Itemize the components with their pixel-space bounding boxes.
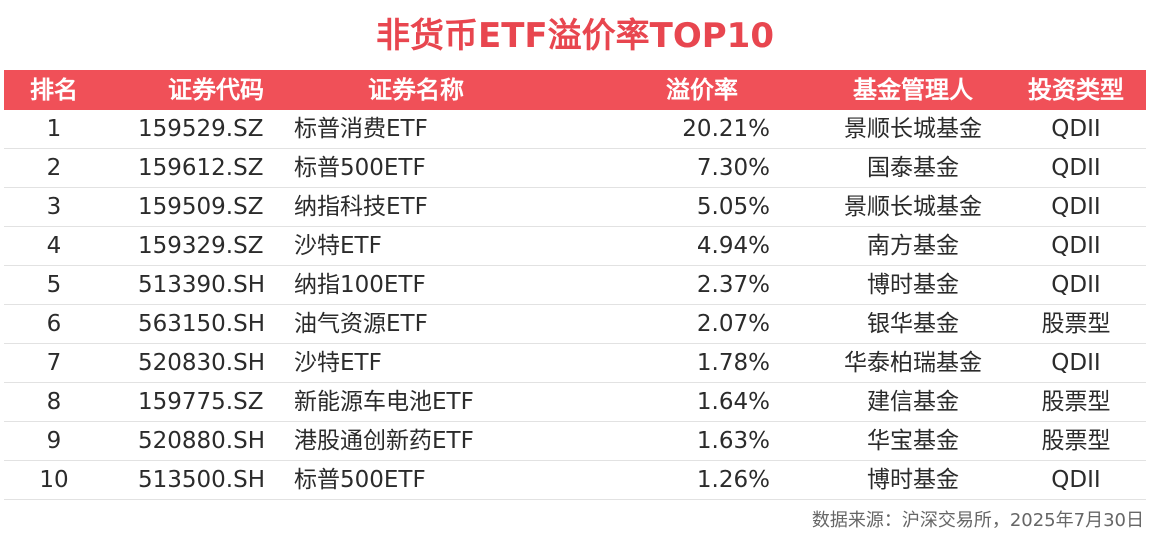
table-header-row: 排名 证券代码 证券名称 溢价率 基金管理人 投资类型 [4,70,1146,110]
cell-type: QDII [1006,148,1146,188]
cell-type: 股票型 [1006,421,1146,461]
cell-name: 标普消费ETF [276,110,594,149]
cell-code: 159529.SZ [104,110,276,149]
cell-code: 520830.SH [104,343,276,383]
table-row: 10 513500.SH 标普500ETF 1.26% 博时基金 QDII [4,460,1146,500]
cell-manager: 博时基金 [820,265,1006,305]
header-premium: 溢价率 [594,70,820,110]
cell-rank: 4 [4,226,104,266]
cell-name: 港股通创新药ETF [276,421,594,461]
header-code: 证券代码 [104,70,276,110]
cell-rank: 9 [4,421,104,461]
cell-manager: 南方基金 [820,226,1006,266]
cell-name: 新能源车电池ETF [276,382,594,422]
cell-manager: 景顺长城基金 [820,187,1006,227]
cell-code: 563150.SH [104,304,276,344]
header-rank: 排名 [4,70,104,110]
cell-manager: 博时基金 [820,460,1006,500]
page-title: 非货币ETF溢价率TOP10 [376,16,774,56]
cell-premium: 1.63% [594,421,820,461]
cell-rank: 2 [4,148,104,188]
table-row: 7 520830.SH 沙特ETF 1.78% 华泰柏瑞基金 QDII [4,343,1146,383]
cell-name: 标普500ETF [276,460,594,500]
table-row: 1 159529.SZ 标普消费ETF 20.21% 景顺长城基金 QDII [4,110,1146,149]
table-row: 6 563150.SH 油气资源ETF 2.07% 银华基金 股票型 [4,304,1146,344]
premium-table: 排名 证券代码 证券名称 溢价率 基金管理人 投资类型 1 159529.SZ … [4,70,1146,500]
cell-code: 520880.SH [104,421,276,461]
cell-code: 159612.SZ [104,148,276,188]
cell-premium: 1.26% [594,460,820,500]
cell-code: 159775.SZ [104,382,276,422]
cell-type: QDII [1006,187,1146,227]
cell-rank: 7 [4,343,104,383]
table-row: 3 159509.SZ 纳指科技ETF 5.05% 景顺长城基金 QDII [4,187,1146,227]
header-type: 投资类型 [1006,70,1146,110]
cell-premium: 1.78% [594,343,820,383]
cell-name: 沙特ETF [276,343,594,383]
cell-code: 159329.SZ [104,226,276,266]
cell-type: QDII [1006,226,1146,266]
cell-type: 股票型 [1006,304,1146,344]
cell-rank: 6 [4,304,104,344]
cell-type: 股票型 [1006,382,1146,422]
cell-premium: 5.05% [594,187,820,227]
cell-premium: 20.21% [594,110,820,149]
table-row: 4 159329.SZ 沙特ETF 4.94% 南方基金 QDII [4,226,1146,266]
cell-rank: 8 [4,382,104,422]
cell-type: QDII [1006,110,1146,149]
cell-premium: 7.30% [594,148,820,188]
table-row: 2 159612.SZ 标普500ETF 7.30% 国泰基金 QDII [4,148,1146,188]
cell-name: 沙特ETF [276,226,594,266]
cell-rank: 3 [4,187,104,227]
table-row: 5 513390.SH 纳指100ETF 2.37% 博时基金 QDII [4,265,1146,305]
cell-manager: 华泰柏瑞基金 [820,343,1006,383]
cell-rank: 1 [4,110,104,149]
cell-manager: 国泰基金 [820,148,1006,188]
cell-type: QDII [1006,265,1146,305]
data-source-note: 数据来源：沪深交易所，2025年7月30日 [811,510,1144,531]
cell-type: QDII [1006,343,1146,383]
header-manager: 基金管理人 [820,70,1006,110]
cell-premium: 4.94% [594,226,820,266]
cell-name: 油气资源ETF [276,304,594,344]
cell-manager: 银华基金 [820,304,1006,344]
cell-name: 纳指100ETF [276,265,594,305]
cell-premium: 2.37% [594,265,820,305]
cell-code: 513500.SH [104,460,276,500]
header-name: 证券名称 [276,70,594,110]
cell-manager: 建信基金 [820,382,1006,422]
cell-premium: 2.07% [594,304,820,344]
table-row: 9 520880.SH 港股通创新药ETF 1.63% 华宝基金 股票型 [4,421,1146,461]
cell-manager: 景顺长城基金 [820,110,1006,149]
cell-rank: 5 [4,265,104,305]
cell-type: QDII [1006,460,1146,500]
table-row: 8 159775.SZ 新能源车电池ETF 1.64% 建信基金 股票型 [4,382,1146,422]
cell-manager: 华宝基金 [820,421,1006,461]
cell-name: 纳指科技ETF [276,187,594,227]
cell-code: 513390.SH [104,265,276,305]
cell-premium: 1.64% [594,382,820,422]
cell-code: 159509.SZ [104,187,276,227]
cell-rank: 10 [4,460,104,500]
cell-name: 标普500ETF [276,148,594,188]
